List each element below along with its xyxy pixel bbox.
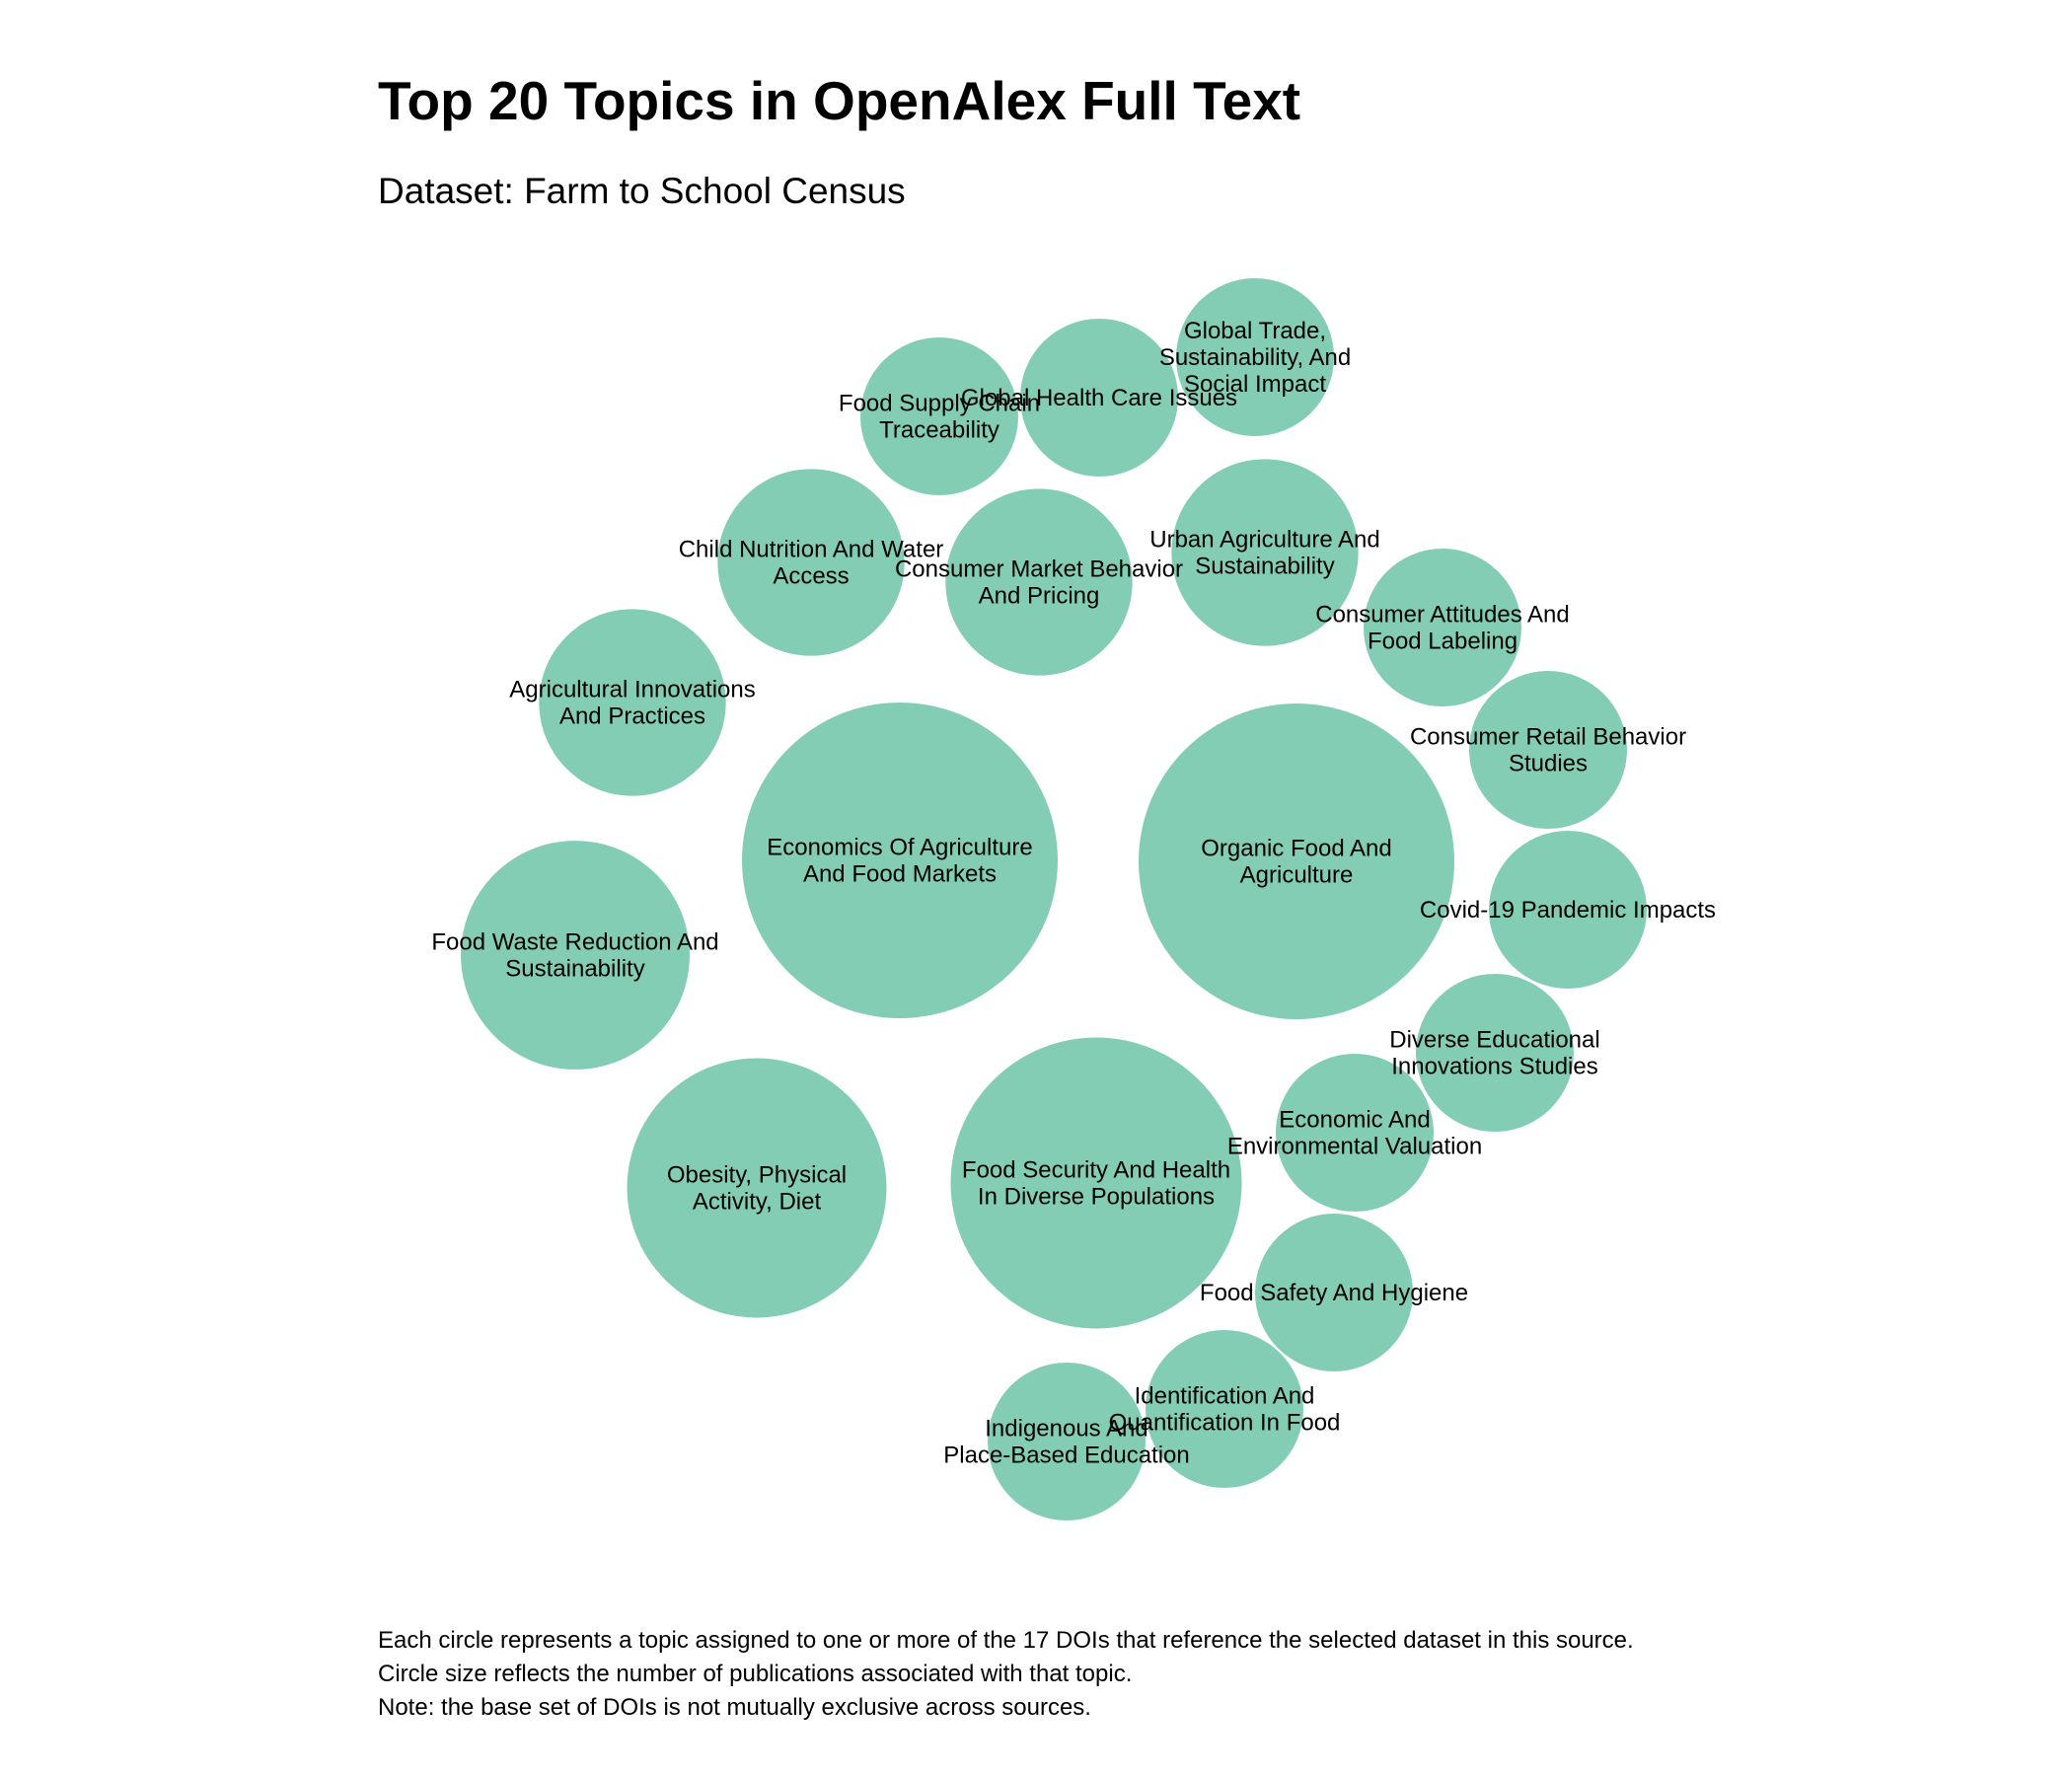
bubble-20[interactable] (988, 1363, 1146, 1520)
bubble-label-4: Obesity, Physical Activity, Diet (667, 1162, 847, 1216)
bubble-19[interactable] (1146, 1330, 1303, 1488)
bubble-1[interactable] (1139, 703, 1454, 1019)
bubble-label-line: Food Waste Reduction And (431, 929, 718, 956)
bubble-label-20: Indigenous And Place-Based Education (943, 1416, 1190, 1469)
bubble-label-9: Urban Agriculture And Sustainability (1149, 527, 1379, 580)
bubble-16[interactable] (1416, 974, 1574, 1132)
bubble-label-15: Covid-19 Pandemic Impacts (1420, 897, 1716, 924)
bubble-label-10: Food Supply Chain Traceability (839, 391, 1040, 444)
bubble-label-line: Food Security And Health (962, 1157, 1230, 1184)
bubble-label-line: Food Labeling (1368, 629, 1517, 655)
bubble-label-line: Environmental Valuation (1227, 1134, 1482, 1160)
chart-subtitle: Dataset: Farm to School Census (378, 171, 906, 211)
chart-caption: Each circle represents a topic assigned … (378, 1624, 1634, 1725)
caption-line-3: Note: the base set of DOIs is not mutual… (378, 1694, 1091, 1721)
bubble-label-line: Covid-19 Pandemic Impacts (1420, 897, 1716, 924)
bubble-11[interactable] (1020, 319, 1178, 477)
bubble-label-line: Child Nutrition And Water (679, 537, 944, 563)
bubble-8[interactable] (945, 488, 1133, 676)
bubble-label-3: Food Security And Health In Diverse Popul… (962, 1157, 1230, 1211)
bubble-label-line: Consumer Attitudes And (1315, 602, 1569, 629)
bubble-12[interactable] (1176, 278, 1334, 436)
bubble-label-line: Food Safety And Hygiene (1200, 1280, 1468, 1306)
bubble-label-line: Activity, Diet (693, 1189, 822, 1216)
bubble-label-line: Urban Agriculture And (1149, 527, 1379, 554)
bubble-label-line: Consumer Retail Behavior (1410, 724, 1686, 751)
bubble-label-1: Organic Food And Agriculture (1201, 836, 1391, 889)
bubble-label-8: Consumer Market Behavior And Pricing (895, 556, 1183, 610)
bubble-label-line: And Practices (559, 703, 705, 730)
bubble-label-16: Diverse Educational Innovations Studies (1389, 1027, 1599, 1080)
bubble-14[interactable] (1469, 671, 1627, 829)
bubble-3[interactable] (950, 1037, 1242, 1329)
bubble-label-line: Obesity, Physical (667, 1162, 847, 1189)
bubble-label-12: Global Trade, Sustainability, And Social I… (1159, 318, 1351, 398)
bubble-label-line: Economics Of Agriculture (767, 835, 1032, 861)
bubble-9[interactable] (1171, 459, 1359, 646)
bubble-label-line: Global Health Care Issues (961, 385, 1237, 411)
bubble-label-line: Social Impact (1184, 371, 1326, 398)
bubble-label-line: Economic And (1279, 1107, 1430, 1134)
bubble-label-line: Traceability (879, 417, 999, 444)
bubble-label-7: Child Nutrition And Water Access (679, 537, 944, 590)
bubble-label-line: Identification And (1135, 1383, 1315, 1410)
chart-title: Top 20 Topics in OpenAlex Full Text (378, 70, 1301, 131)
bubble-label-line: Organic Food And (1201, 836, 1391, 862)
bubble-4[interactable] (627, 1058, 887, 1318)
bubble-10[interactable] (860, 337, 1018, 495)
bubble-label-line: Access (773, 563, 849, 590)
bubble-18[interactable] (1255, 1214, 1413, 1371)
bubble-5[interactable] (461, 841, 690, 1070)
bubble-label-2: Economics Of Agriculture And Food Markets (767, 835, 1032, 888)
bubble-label-line: Consumer Market Behavior (895, 556, 1183, 583)
bubble-label-line: In Diverse Populations (978, 1184, 1215, 1211)
caption-line-2: Circle size reflects the number of publi… (378, 1661, 1133, 1687)
bubble-label-line: Agricultural Innovations (509, 677, 755, 703)
bubble-13[interactable] (1364, 549, 1521, 706)
bubble-2[interactable] (742, 703, 1058, 1018)
bubble-label-line: And Food Markets (803, 861, 997, 888)
bubble-label-5: Food Waste Reduction And Sustainability (431, 929, 718, 983)
bubble-7[interactable] (717, 469, 905, 656)
bubble-label-line: Studies (1509, 751, 1588, 777)
bubble-label-line: Agriculture (1240, 862, 1354, 889)
bubble-6[interactable] (539, 609, 726, 796)
bubble-label-17: Economic And Environmental Valuation (1227, 1107, 1482, 1160)
bubble-label-line: Sustainability, And (1159, 344, 1351, 371)
bubble-label-line: Innovations Studies (1391, 1054, 1597, 1080)
bubble-label-line: And Pricing (979, 583, 1100, 610)
caption-line-1: Each circle represents a topic assigned … (378, 1627, 1634, 1654)
bubble-label-line: Diverse Educational (1389, 1027, 1599, 1054)
bubble-label-line: Indigenous And (985, 1416, 1147, 1443)
bubble-label-6: Agricultural Innovations And Practices (509, 677, 755, 730)
bubble-label-line: Global Trade, (1184, 318, 1326, 344)
bubble-label-14: Consumer Retail Behavior Studies (1410, 724, 1686, 777)
bubble-label-19: Identification And Quantification In Food (1109, 1383, 1341, 1437)
bubble-label-11: Global Health Care Issues (961, 385, 1237, 411)
bubble-label-line: Place-Based Education (943, 1443, 1190, 1469)
bubble-label-line: Sustainability (1195, 554, 1334, 580)
bubble-label-18: Food Safety And Hygiene (1200, 1280, 1468, 1306)
bubble-15[interactable] (1489, 831, 1647, 989)
bubble-17[interactable] (1276, 1054, 1434, 1212)
bubble-label-line: Food Supply Chain (839, 391, 1040, 417)
bubble-label-13: Consumer Attitudes And Food Labeling (1315, 602, 1569, 655)
bubble-label-line: Sustainability (505, 956, 644, 983)
bubble-label-line: Quantification In Food (1109, 1410, 1341, 1437)
